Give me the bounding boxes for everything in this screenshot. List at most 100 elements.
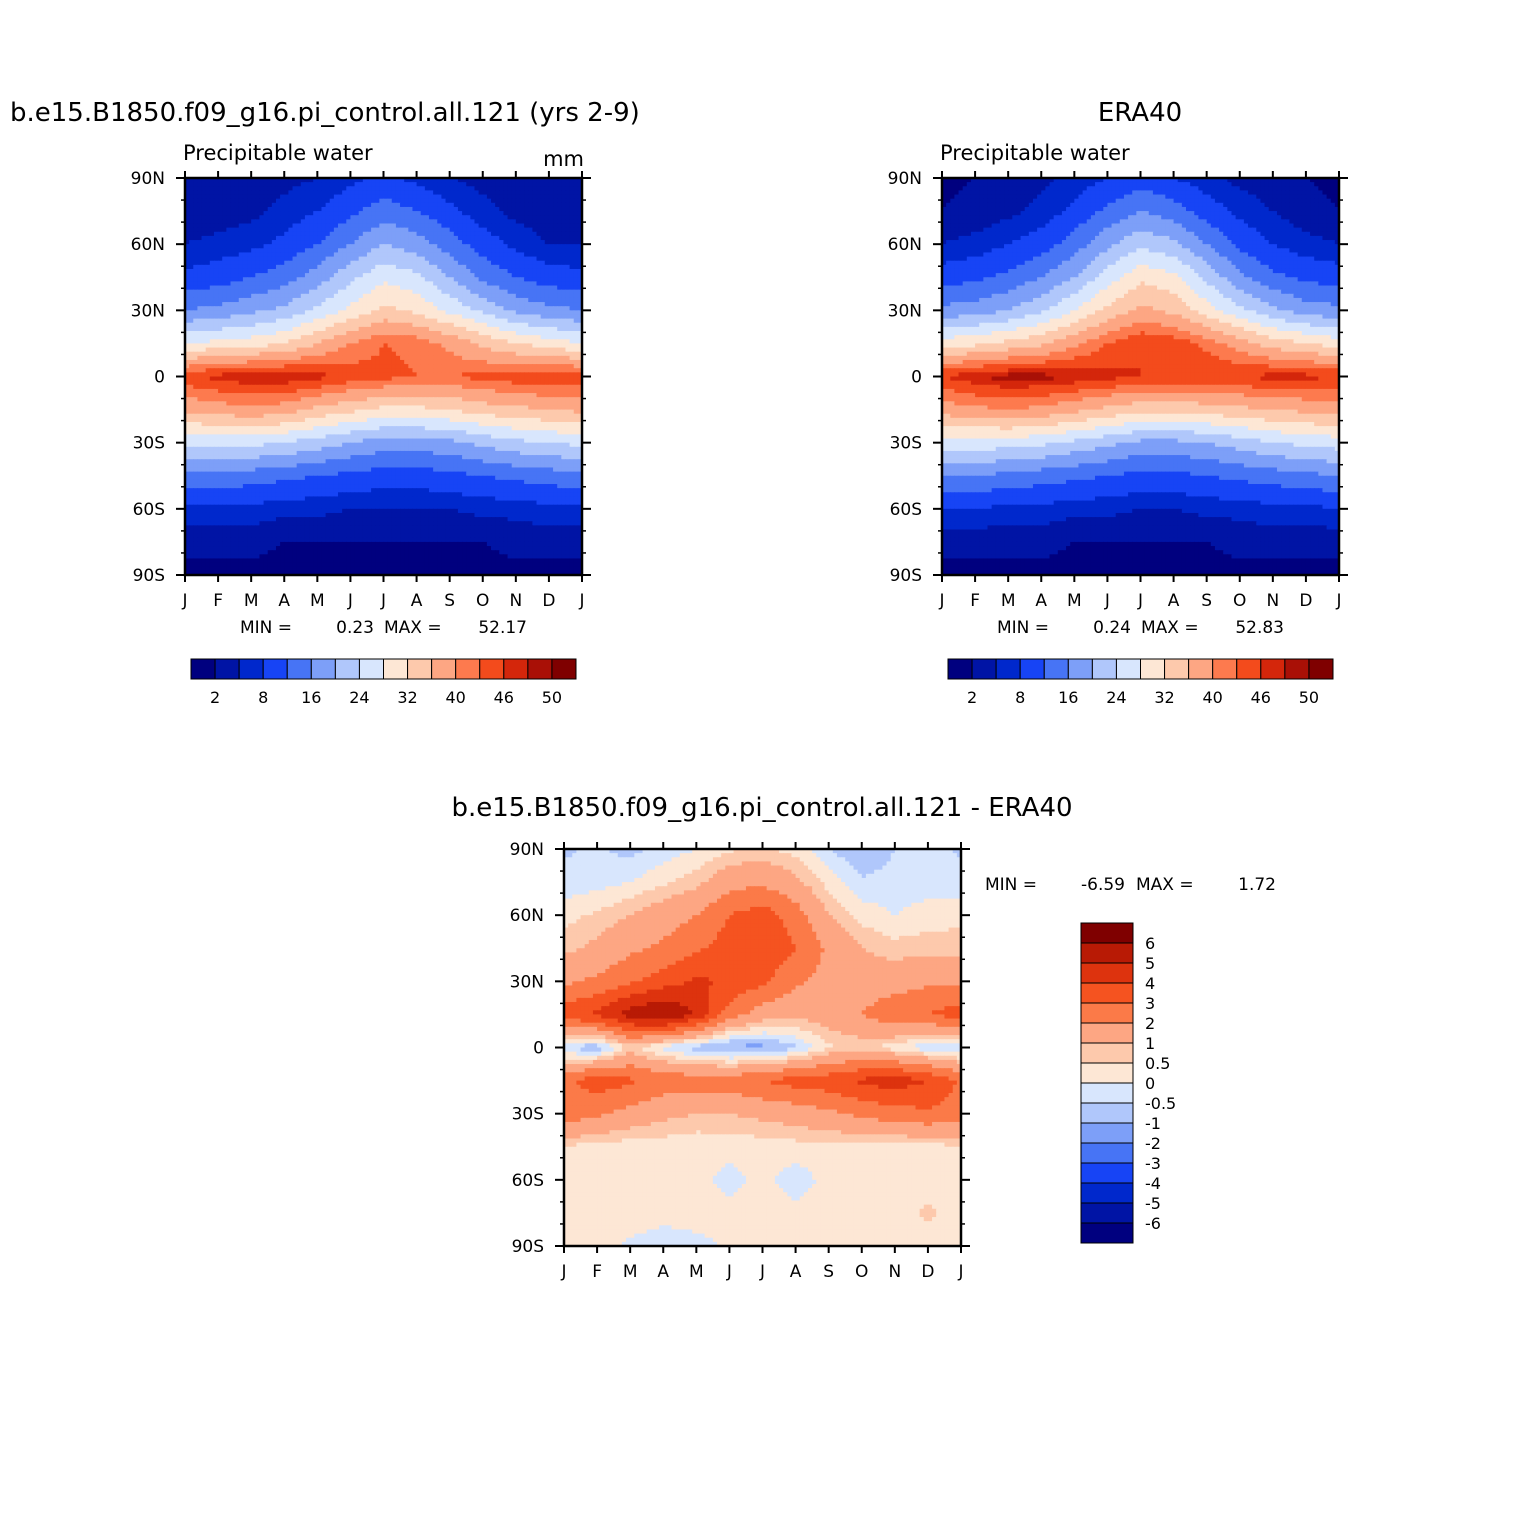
panel-model-field-cell (383, 335, 389, 340)
panel-model-field-cell (565, 368, 571, 373)
panel-model-field-cell (358, 351, 364, 357)
panel-model-field-cell (441, 277, 447, 282)
panel-model-field-cell (519, 186, 525, 192)
panel-model-field-cell (309, 268, 314, 274)
panel-model-field-cell (288, 351, 294, 357)
panel-model-field-cell (544, 198, 550, 204)
panel-model-field-cell (201, 202, 207, 208)
panel-model-field-cell (230, 310, 236, 316)
panel-model-field-cell (226, 384, 232, 390)
panel-model-field-cell (412, 264, 418, 270)
panel-model-field-cell (309, 355, 314, 361)
panel-model-field-cell (478, 326, 484, 332)
panel-model-field-cell (193, 339, 199, 345)
panel-model-field-cell (321, 302, 327, 307)
panel-model-field-cell (292, 264, 298, 270)
panel-model-field-cell (342, 202, 347, 208)
panel-model-field-cell (400, 297, 405, 303)
panel-model-field-cell (309, 297, 314, 303)
panel-model-field-cell (354, 240, 360, 245)
panel-model-field-cell (449, 384, 455, 390)
panel-model-field-cell (462, 351, 467, 357)
panel-model-field-cell (569, 202, 575, 208)
panel-model-field-cell (189, 376, 194, 382)
panel-model-field-cell (561, 186, 567, 192)
panel-model-field-cell (371, 359, 376, 365)
panel-model-field-cell (408, 376, 414, 382)
panel-model-field-cell (230, 306, 236, 311)
panel-model-field-cell (424, 355, 430, 361)
panel-model-field-cell (449, 355, 455, 361)
panel-model-field-cell (358, 264, 364, 270)
panel-model-field-cell (275, 264, 281, 270)
panel-model-field-cell (234, 211, 240, 216)
panel-model-field-cell (375, 215, 380, 220)
panel-model-field-cell (292, 359, 298, 365)
panel-model-field-cell (474, 380, 480, 386)
panel-model-field-cell (366, 368, 372, 373)
panel-model-field-cell (263, 281, 269, 287)
panel-model-field-cell (544, 194, 550, 200)
panel-model-field-cell (507, 355, 513, 361)
panel-model-field-cell (189, 268, 194, 274)
panel-model-field-cell (222, 297, 227, 303)
panel-model-field-cell (528, 182, 533, 187)
panel-model-field-cell (317, 314, 323, 320)
panel-model-field-cell (565, 223, 571, 229)
panel-model-field-cell (507, 384, 513, 390)
panel-model-field-cell (296, 223, 302, 229)
panel-model-field-cell (387, 364, 393, 369)
panel-model-field-cell (333, 388, 339, 394)
panel-model-field-cell (573, 240, 579, 245)
panel-model-field-cell (573, 335, 579, 340)
panel-model-field-cell (404, 314, 409, 320)
panel-model-field-cell (185, 211, 190, 216)
panel-model-field-cell (284, 215, 289, 220)
panel-model-field-cell (329, 281, 335, 287)
panel-model-field-cell (333, 223, 339, 229)
panel-model-field-cell (420, 289, 426, 295)
panel-model-field-cell (470, 206, 476, 212)
panel-model-field-cell (313, 178, 318, 183)
panel-model-field-cell (577, 268, 583, 274)
panel-model-field-cell (524, 285, 529, 291)
panel-model-field-cell (441, 264, 447, 270)
panel-model-field-cell (424, 331, 430, 336)
panel-model-field-cell (247, 372, 252, 378)
panel-model-field-cell (548, 231, 554, 237)
panel-model-field-cell (185, 306, 190, 311)
panel-model-field-cell (317, 252, 323, 258)
panel-model-field-cell (453, 314, 459, 320)
panel-model-field-cell (400, 244, 405, 249)
panel-model-field-cell (296, 310, 302, 316)
panel-model-field-cell (474, 310, 480, 316)
panel-model-field-cell (416, 302, 422, 307)
panel-model-field-cell (391, 215, 397, 220)
panel-model-field-cell (309, 368, 314, 373)
panel-model-field-cell (213, 240, 219, 245)
panel-model-field-cell (247, 368, 252, 373)
panel-model-field-cell (503, 372, 509, 378)
panel-model-field-cell (263, 215, 269, 220)
panel-model-field-cell (259, 264, 265, 270)
panel-model-field-cell (213, 252, 219, 258)
panel-model-field-cell (503, 190, 509, 196)
panel-model-field-cell (346, 318, 352, 324)
panel-model-field-cell (445, 268, 451, 274)
panel-model-field-cell (515, 235, 521, 241)
panel-model-field-cell (213, 223, 219, 229)
panel-model-field-cell (280, 388, 285, 394)
panel-model-field-cell (280, 227, 285, 233)
panel-model-field-cell (466, 235, 471, 241)
panel-model-field-cell (495, 277, 500, 282)
panel-model-field-cell (333, 314, 339, 320)
panel-model-field-cell (466, 380, 471, 386)
panel-model-field-cell (275, 351, 281, 357)
panel-model-field-cell (350, 289, 356, 295)
panel-model-field-cell (511, 277, 517, 282)
panel-model-field-cell (284, 297, 289, 303)
panel-model-field-cell (329, 260, 335, 266)
panel-model-field-cell (317, 351, 323, 357)
panel-model-field-cell (259, 343, 265, 349)
panel-model-field-cell (412, 335, 418, 340)
